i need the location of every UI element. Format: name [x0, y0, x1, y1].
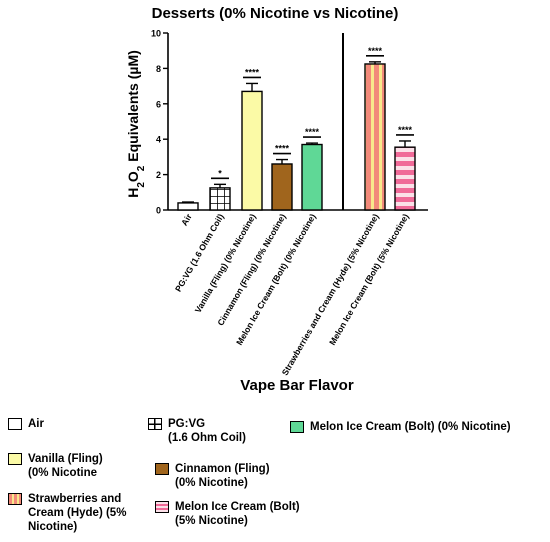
- legend-label-vanilla: Vanilla (Fling) (0% Nicotine: [28, 453, 103, 479]
- significance-label: ****: [305, 127, 320, 137]
- y-tick-label: 4: [156, 135, 161, 145]
- legend-swatch-melon-5: [155, 501, 169, 513]
- y-tick-label: 0: [156, 206, 161, 216]
- bar: [177, 202, 199, 211]
- y-tick-label: 8: [156, 64, 161, 74]
- legend-swatch-pgvg: [148, 418, 162, 430]
- bar: [271, 163, 293, 211]
- y-tick-label: 6: [156, 99, 161, 109]
- chart-title: Desserts (0% Nicotine vs Nicotine): [152, 5, 399, 22]
- legend-swatch-air: [8, 418, 22, 430]
- y-axis-label: H2O2 Equivalents (µM): [125, 50, 147, 198]
- bar: [364, 63, 386, 211]
- significance-label: ****: [368, 46, 383, 56]
- legend-swatch-cinnamon: [155, 463, 169, 475]
- legend-item-melon-5: Melon Ice Cream (Bolt) (5% Nicotine): [155, 500, 300, 528]
- y-tick-label: 2: [156, 170, 161, 180]
- legend-item-cinnamon: Cinnamon (Fling) (0% Nicotine): [155, 462, 270, 490]
- bar: [241, 90, 263, 211]
- significance-label: ****: [398, 125, 413, 135]
- legend-swatch-vanilla: [8, 453, 22, 465]
- legend-label-air: Air: [28, 418, 44, 430]
- significance-label: *: [218, 168, 222, 178]
- y-tick-label: 10: [151, 29, 161, 39]
- legend-label-cinnamon: Cinnamon (Fling) (0% Nicotine): [175, 463, 270, 489]
- significance-label: ****: [245, 67, 260, 77]
- legend-swatch-melon-0: [290, 421, 304, 433]
- legend-item-melon-0: Melon Ice Cream (Bolt) (0% Nicotine): [290, 420, 511, 434]
- x-tick-label: Air: [179, 211, 194, 227]
- x-tick-label: Vanilla (Fling) (0% Nicotine): [193, 212, 258, 315]
- legend-label-pgvg: PG:VG (1.6 Ohm Coil): [168, 418, 246, 444]
- significance-label: ****: [275, 144, 290, 154]
- legend-label-melon-5: Melon Ice Cream (Bolt) (5% Nicotine): [175, 501, 300, 527]
- legend-swatch-strawberries: [8, 493, 22, 505]
- legend-label-strawberries: Strawberries and Cream (Hyde) (5% Nicoti…: [28, 493, 127, 533]
- legend-label-melon-0: Melon Ice Cream (Bolt) (0% Nicotine): [310, 421, 511, 433]
- legend-item-strawberries: Strawberries and Cream (Hyde) (5% Nicoti…: [8, 492, 126, 534]
- bar: [209, 187, 231, 211]
- legend-item-vanilla: Vanilla (Fling) (0% Nicotine: [8, 452, 103, 480]
- legend-item-air: Air: [8, 417, 44, 431]
- bars-group: *********************: [177, 46, 416, 211]
- legend-item-pgvg: PG:VG (1.6 Ohm Coil): [148, 417, 246, 445]
- x-axis-label: Vape Bar Flavor: [240, 377, 354, 394]
- bar: [394, 146, 416, 211]
- bar: [301, 143, 323, 211]
